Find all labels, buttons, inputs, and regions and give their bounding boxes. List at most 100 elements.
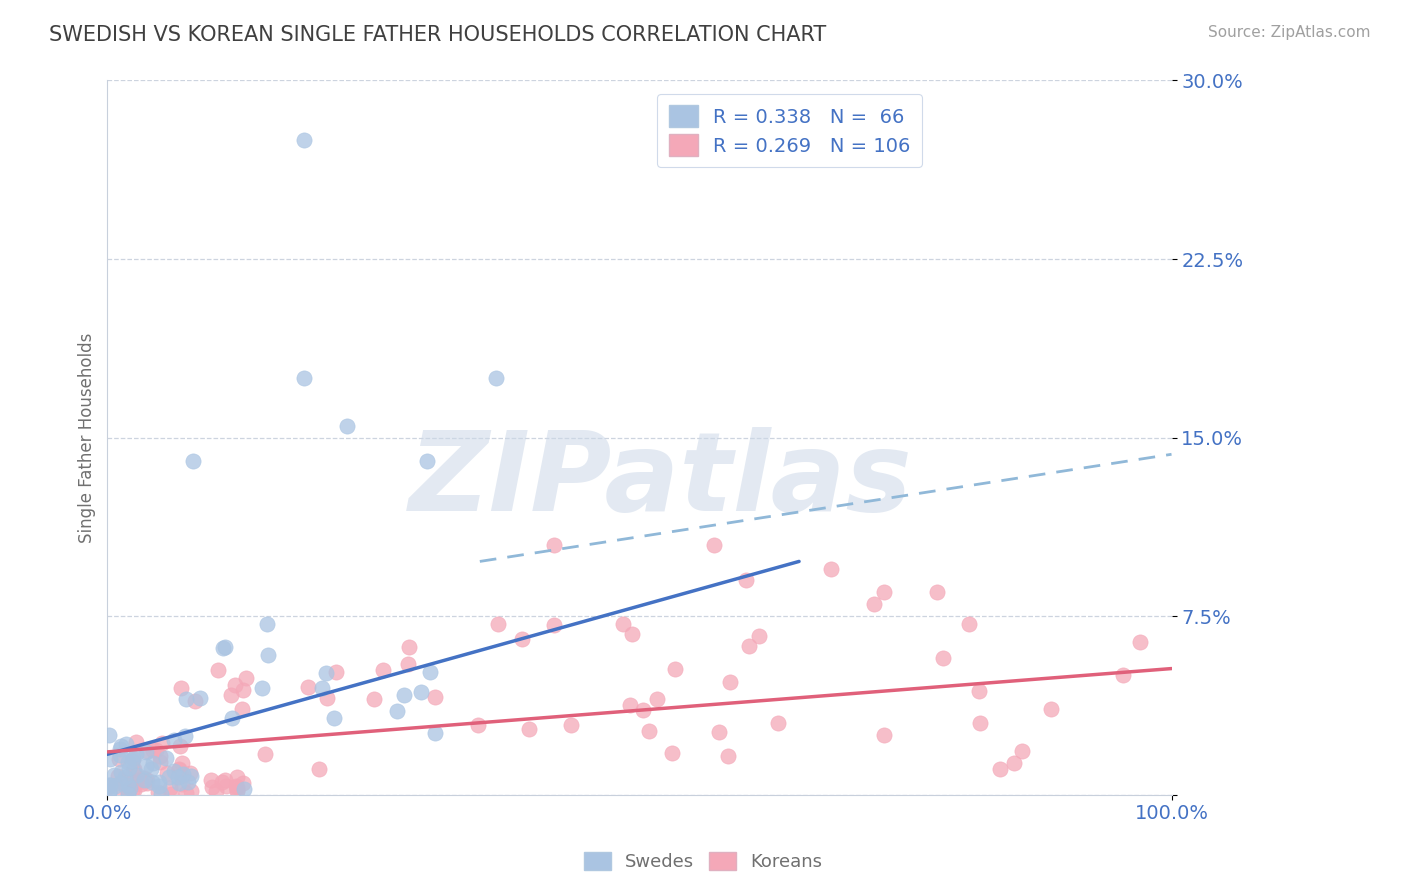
Point <box>135 745 157 759</box>
Point <box>201 780 224 795</box>
Point <box>225 770 247 784</box>
Point <box>97 778 120 792</box>
Point <box>214 772 236 787</box>
Point <box>232 776 254 790</box>
Point <box>257 648 280 662</box>
Point <box>232 682 254 697</box>
Point <box>121 754 143 768</box>
Point <box>115 772 138 787</box>
Point <box>177 774 200 789</box>
Point <box>211 775 233 789</box>
Point <box>159 781 181 796</box>
Point <box>121 763 143 777</box>
Point <box>1040 701 1063 715</box>
Point <box>170 777 193 791</box>
Point <box>323 710 346 724</box>
Point <box>108 752 131 766</box>
Point <box>619 698 641 713</box>
Point <box>232 782 254 797</box>
Point <box>415 454 437 468</box>
Point <box>110 775 132 789</box>
Point <box>766 716 789 731</box>
Point <box>212 640 235 655</box>
Point <box>122 783 145 797</box>
Point <box>315 665 337 680</box>
Point <box>621 627 644 641</box>
Point <box>423 726 446 740</box>
Point <box>125 775 148 789</box>
Point <box>179 766 201 780</box>
Point <box>169 681 191 695</box>
Point <box>398 640 420 654</box>
Point <box>111 775 134 789</box>
Point <box>231 702 253 716</box>
Point <box>292 371 315 385</box>
Point <box>170 769 193 783</box>
Point <box>148 779 170 793</box>
Point <box>488 617 510 632</box>
Point <box>297 680 319 694</box>
Text: SWEDISH VS KOREAN SINGLE FATHER HOUSEHOLDS CORRELATION CHART: SWEDISH VS KOREAN SINGLE FATHER HOUSEHOL… <box>49 25 827 45</box>
Point <box>149 748 172 763</box>
Point <box>394 688 416 702</box>
Point <box>157 770 180 784</box>
Point <box>97 785 120 799</box>
Point <box>205 784 228 798</box>
Point <box>132 771 155 785</box>
Point <box>114 771 136 785</box>
Point <box>485 371 508 385</box>
Point <box>862 597 884 611</box>
Point <box>957 617 980 632</box>
Point <box>927 585 949 599</box>
Point <box>146 785 169 799</box>
Point <box>155 750 177 764</box>
Point <box>103 768 125 782</box>
Point <box>1129 635 1152 649</box>
Point <box>141 775 163 789</box>
Point <box>169 739 191 754</box>
Point <box>96 780 118 794</box>
Point <box>155 766 177 780</box>
Point <box>117 778 139 792</box>
Point <box>174 786 197 800</box>
Point <box>149 755 172 769</box>
Point <box>180 784 202 798</box>
Point <box>184 693 207 707</box>
Legend: R = 0.338   N =  66, R = 0.269   N = 106: R = 0.338 N = 66, R = 0.269 N = 106 <box>657 94 922 168</box>
Point <box>256 617 278 632</box>
Point <box>363 692 385 706</box>
Point <box>308 762 330 776</box>
Y-axis label: Single Father Households: Single Father Households <box>79 333 96 543</box>
Point <box>169 763 191 777</box>
Point <box>166 770 188 784</box>
Point <box>969 683 991 698</box>
Point <box>117 785 139 799</box>
Point <box>163 733 186 747</box>
Point <box>122 752 145 766</box>
Point <box>253 747 276 761</box>
Point <box>132 773 155 788</box>
Point <box>235 671 257 685</box>
Point <box>181 454 204 468</box>
Point <box>225 783 247 797</box>
Point <box>207 663 229 677</box>
Point <box>180 769 202 783</box>
Point <box>932 651 955 665</box>
Point <box>225 779 247 793</box>
Point <box>188 690 211 705</box>
Point <box>734 574 756 588</box>
Point <box>97 785 120 799</box>
Point <box>142 743 165 757</box>
Point <box>104 780 127 794</box>
Point <box>467 718 489 732</box>
Point <box>214 779 236 793</box>
Point <box>396 657 419 672</box>
Legend: Swedes, Koreans: Swedes, Koreans <box>576 845 830 879</box>
Point <box>820 561 842 575</box>
Point <box>371 663 394 677</box>
Point <box>110 747 132 762</box>
Point <box>136 776 159 790</box>
Point <box>385 704 408 718</box>
Point <box>139 762 162 776</box>
Point <box>98 778 121 792</box>
